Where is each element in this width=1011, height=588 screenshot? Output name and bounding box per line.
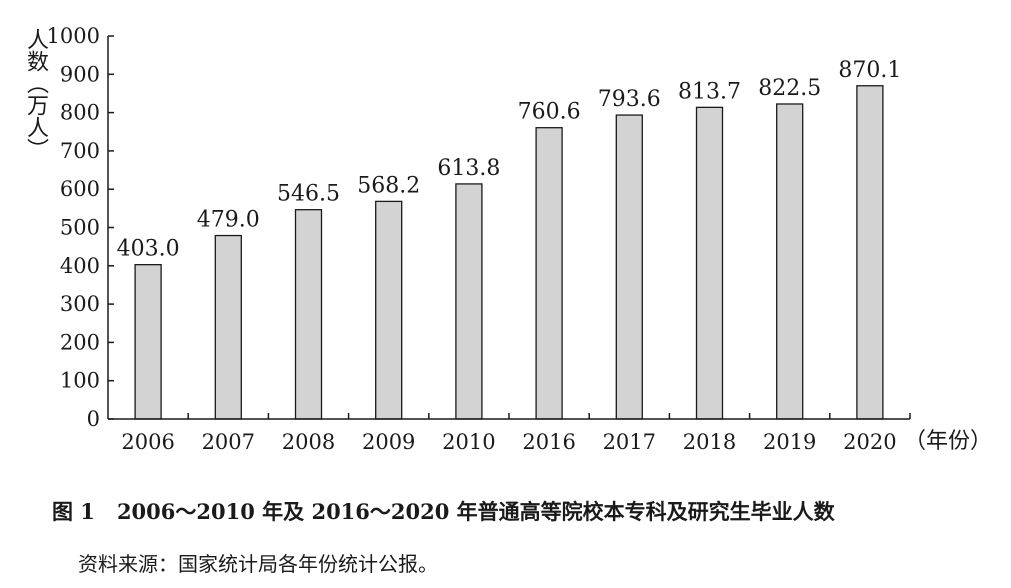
bar-chart: 0 100 200 300 400 500 600 700 800 900 1000 403.0 47… [47, 24, 992, 454]
y-axis-label: 人数（万人） [23, 28, 48, 160]
data-source: 资料来源：国家统计局各年份统计公报。 [78, 552, 438, 576]
figure-title: 2006～2010 年及 2016～2020 年普通高等院校本专科及研究生毕业人… [116, 499, 835, 524]
x-tick-label-2007: 2007 [202, 430, 255, 454]
x-axis-labels: 2006 2007 2008 2009 2010 2016 2017 2018 2019 2020 [121, 413, 911, 454]
x-tick-label-2018: 2018 [683, 430, 736, 454]
y-tick-label: 300 [60, 292, 100, 316]
data-label-2006: 403.0 [117, 237, 180, 262]
bars: 403.0 479.0 546.5 568.2 613.8 760.6 793.6 813.7… [117, 58, 901, 420]
bar-2006 [134, 264, 162, 420]
bar-2007 [214, 234, 242, 420]
x-axis-unit-label: （年份） [904, 429, 992, 454]
x-tick-label-2009: 2009 [362, 430, 415, 454]
figure-number: 图 1 [52, 499, 95, 524]
y-tick-label: 800 [60, 101, 100, 125]
x-tick-label-2010: 2010 [442, 430, 495, 454]
y-tick-label: 0 [87, 407, 100, 431]
x-tick-label-2020: 2020 [843, 430, 896, 454]
y-tick-label: 100 [60, 369, 100, 393]
bar-2018 [695, 106, 724, 420]
figure-caption: 图 1 2006～2010 年及 2016～2020 年普通高等院校本专科及研究生… [52, 496, 835, 526]
data-label-2016: 760.6 [518, 100, 581, 125]
bar-2020 [856, 85, 884, 420]
data-label-2009: 568.2 [357, 173, 420, 198]
x-tick-label-2016: 2016 [522, 430, 575, 454]
y-tick-label: 200 [60, 330, 100, 354]
bar-2010 [455, 183, 483, 420]
bar-2009 [375, 200, 403, 420]
bar-2017 [615, 114, 643, 420]
x-tick-label-2006: 2006 [121, 430, 174, 454]
bar-2008 [294, 209, 323, 420]
data-label-2020: 870.1 [838, 58, 901, 83]
data-label-2017: 793.6 [598, 87, 661, 112]
y-tick-label: 600 [60, 177, 100, 201]
y-axis-ticks: 0 100 200 300 400 500 600 700 800 900 1000 [47, 24, 114, 431]
x-tick-label-2017: 2017 [603, 430, 656, 454]
bar-2016 [535, 127, 563, 420]
data-label-2007: 479.0 [197, 208, 260, 233]
bar-2019 [776, 103, 804, 420]
y-tick-label: 500 [60, 216, 100, 240]
data-label-2019: 822.5 [758, 76, 821, 101]
x-tick-label-2008: 2008 [282, 430, 335, 454]
y-tick-label: 400 [60, 254, 100, 278]
data-label-2008: 546.5 [277, 182, 340, 207]
y-tick-label: 1000 [47, 24, 100, 48]
y-tick-label: 900 [60, 62, 100, 86]
y-tick-label: 700 [60, 139, 100, 163]
data-label-2010: 613.8 [437, 156, 500, 181]
data-label-2018: 813.7 [678, 79, 741, 104]
x-tick-label-2019: 2019 [763, 430, 816, 454]
